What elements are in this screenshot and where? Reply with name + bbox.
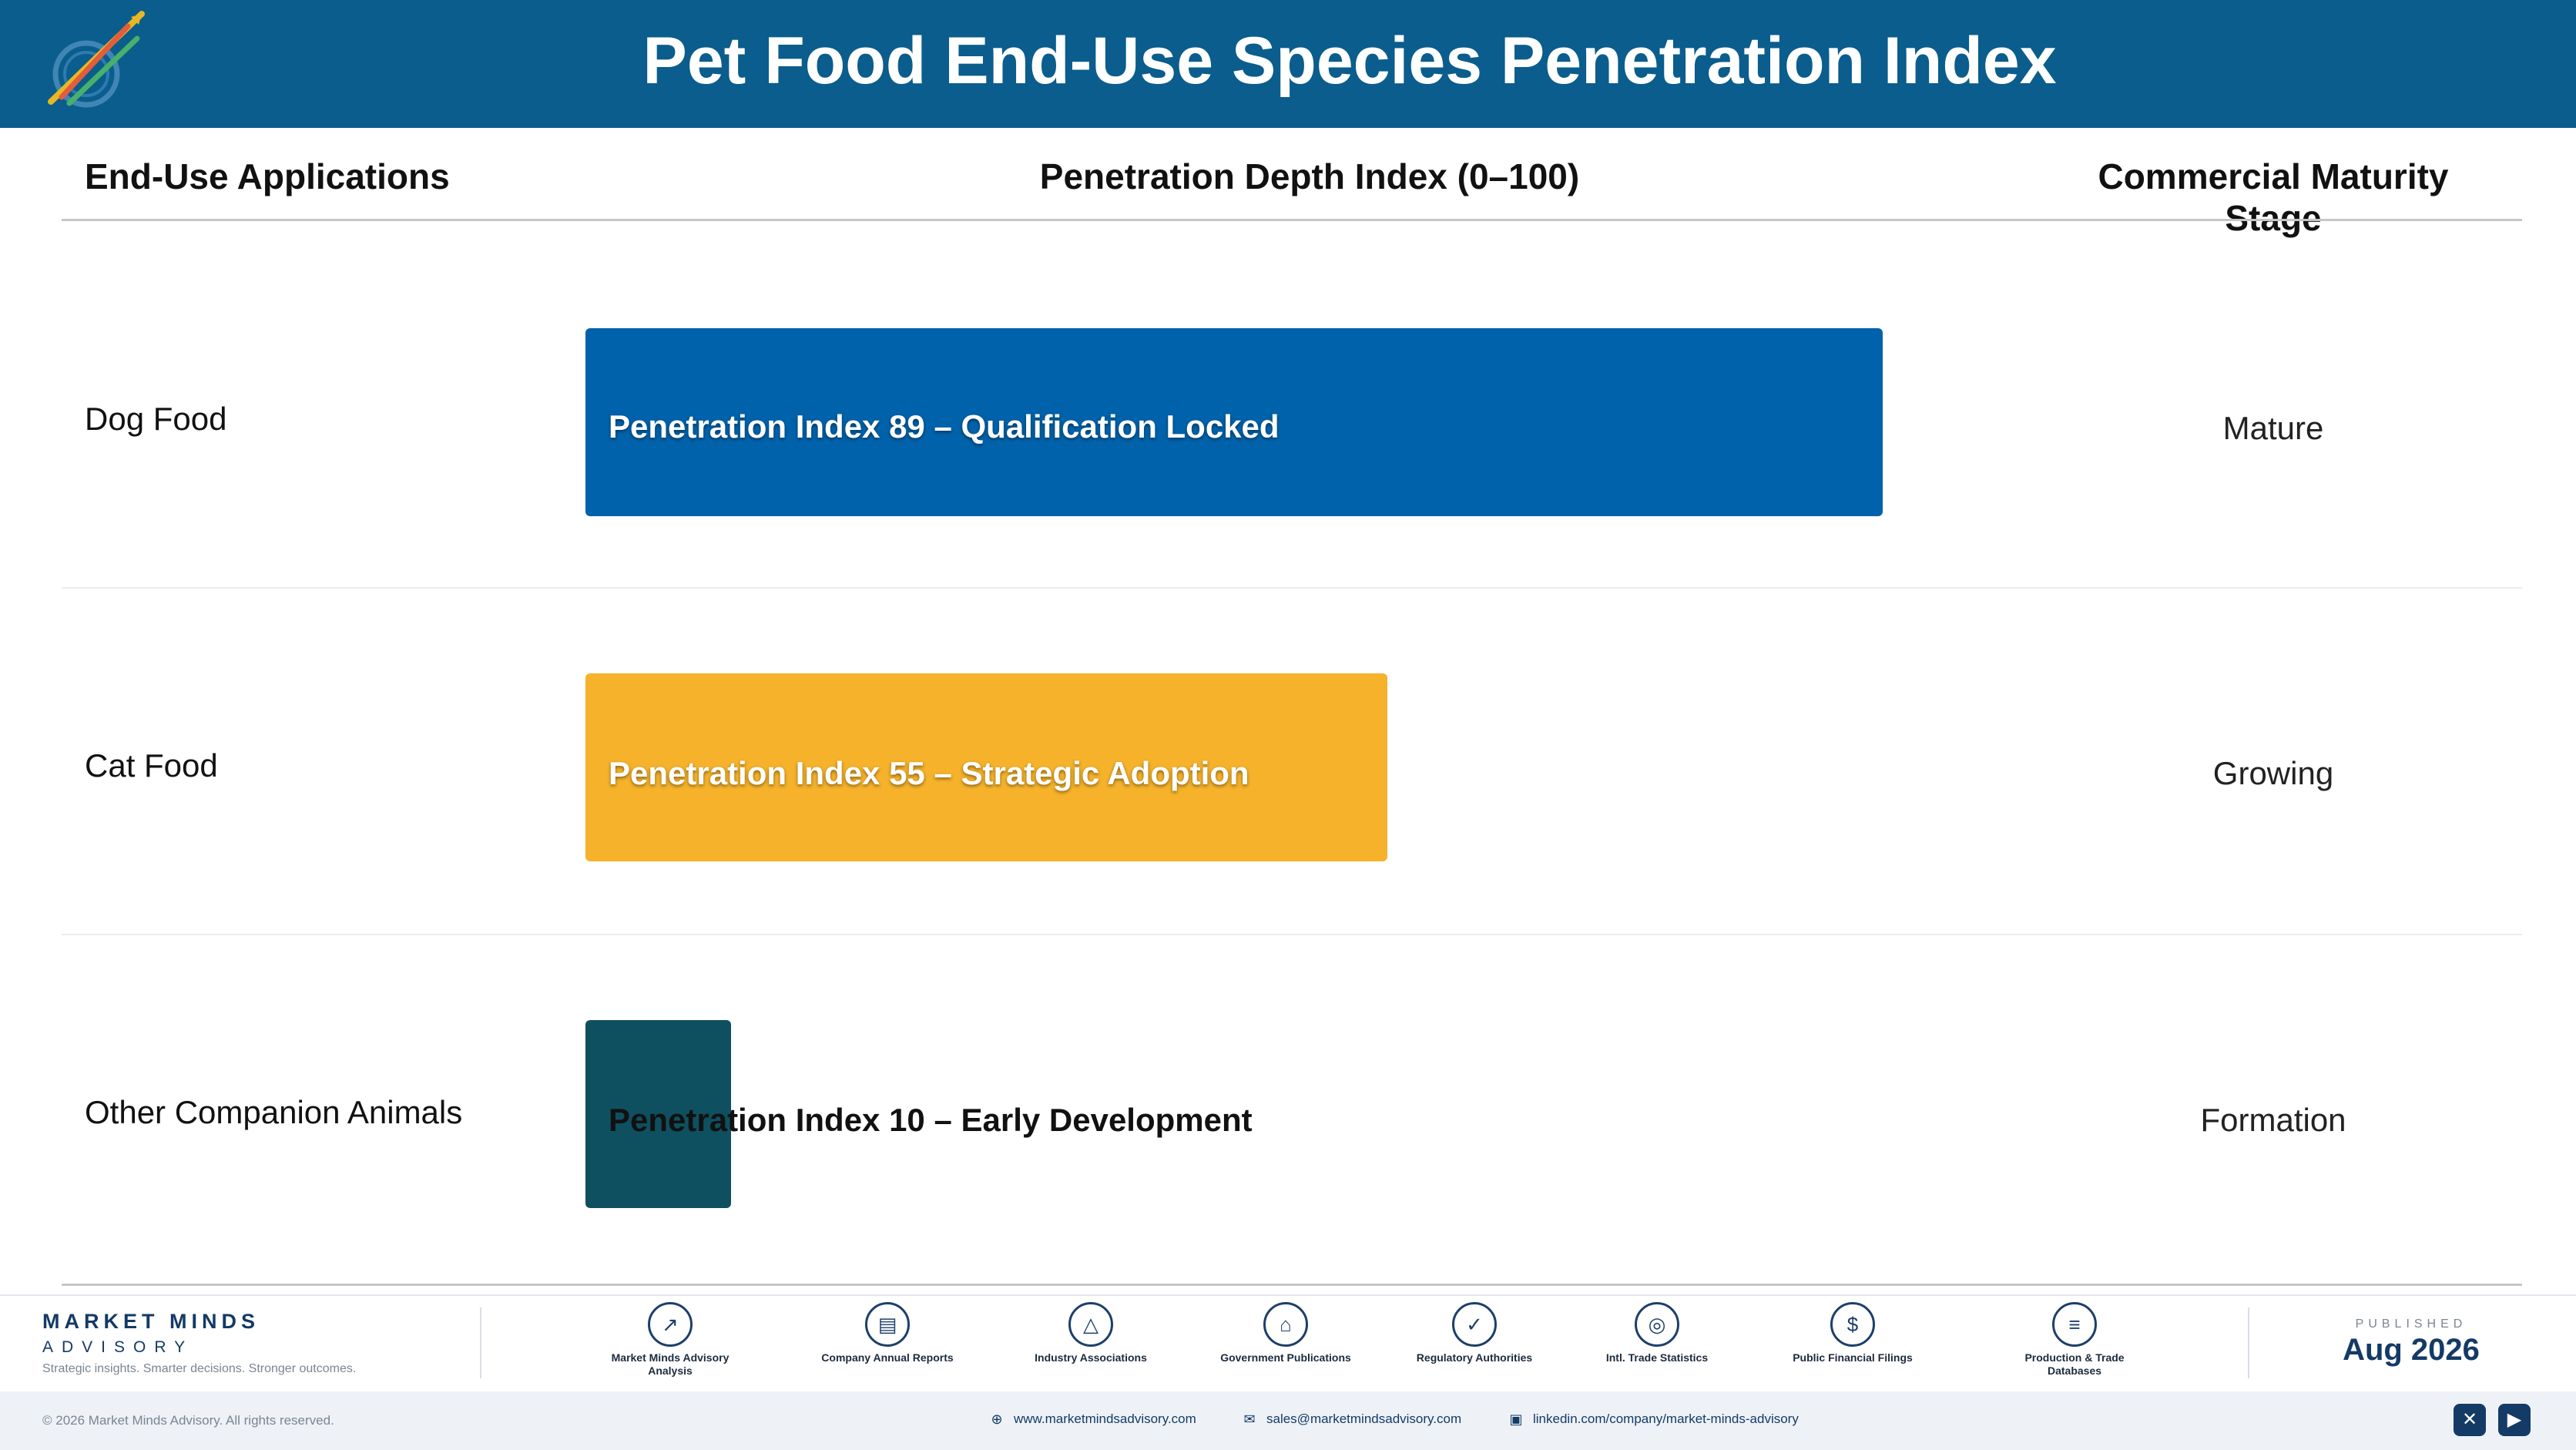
shield-check-icon: ✓ [1452, 1302, 1497, 1347]
x-social-button[interactable]: ✕ [2454, 1404, 2486, 1436]
stage-label-dog-food: Mature [2222, 410, 2324, 446]
bar-cat-food [585, 673, 1387, 861]
database-icon: ≡ [2052, 1302, 2097, 1347]
data-label-other-companion: Penetration Index 10 – Early Development [609, 1102, 1253, 1138]
brand-subtitle: ADVISORY [42, 1338, 194, 1356]
network-icon: △ [1068, 1302, 1113, 1347]
youtube-social-button[interactable]: ▶ [2498, 1404, 2531, 1436]
source-label: Production & Trade Databases [2024, 1351, 2125, 1377]
chart-bottom-divider [62, 1284, 2522, 1286]
data-label-dog-food: Penetration Index 89 – Qualification Loc… [609, 408, 1280, 445]
source-industry-associations: △ Industry Associations [1014, 1302, 1168, 1364]
government-building-icon: ⌂ [1263, 1302, 1308, 1347]
column-header-applications: End-Use Applications [85, 156, 450, 196]
stage-label-cat-food: Growing [2212, 755, 2334, 791]
globe-icon: ⊕ [991, 1411, 1003, 1427]
linkedin-icon: ▣ [1509, 1411, 1523, 1427]
page-title: Pet Food End-Use Species Penetration Ind… [642, 24, 2057, 98]
category-label-cat-food: Cat Food [85, 747, 218, 784]
header-band: Pet Food End-Use Species Penetration Ind… [0, 0, 2576, 128]
stage-label-other-companion: Formation [2200, 1102, 2346, 1138]
trend-chart-icon: ↗ [648, 1302, 693, 1347]
footer-bottom-bar [0, 1391, 2576, 1450]
footer-divider [2248, 1307, 2249, 1378]
data-label-cat-food: Penetration Index 55 – Strategic Adoptio… [609, 755, 1249, 791]
source-label: Regulatory Authorities [1416, 1351, 1533, 1364]
source-regulatory-authorities: ✓ Regulatory Authorities [1397, 1302, 1551, 1364]
footer-divider [480, 1307, 481, 1378]
linkedin-link[interactable]: ▣ linkedin.com/company/market-minds-advi… [1508, 1411, 1799, 1427]
source-financial-filings: $ Public Financial Filings [1776, 1302, 1930, 1364]
email-link[interactable]: ✉ sales@marketmindsadvisory.com [1242, 1411, 1461, 1427]
source-trade-statistics: ◎ Intl. Trade Statistics [1580, 1302, 1734, 1364]
brand-name: MARKET MINDS [42, 1310, 260, 1333]
source-label: Company Annual Reports [821, 1351, 954, 1364]
source-government-publications: ⌂ Government Publications [1209, 1302, 1363, 1364]
source-trade-databases: ≡ Production & Trade Databases [1997, 1302, 2152, 1378]
published-label: PUBLISHED [2355, 1317, 2467, 1331]
brand-tagline: Strategic insights. Smarter decisions. S… [42, 1362, 357, 1375]
source-label: Public Financial Filings [1793, 1351, 1913, 1364]
website-link[interactable]: ⊕ www.marketmindsadvisory.com [989, 1411, 1196, 1427]
source-market-minds-analysis: ↗ Market Minds Advisory Analysis [593, 1302, 747, 1378]
column-header-maturity: Commercial Maturity Stage [2098, 156, 2449, 238]
bar-other-companion [585, 1020, 731, 1208]
bar-dog-food [585, 328, 1883, 516]
source-annual-reports: ▤ Company Annual Reports [810, 1302, 964, 1364]
row-divider [62, 587, 2522, 589]
header-divider [62, 219, 2522, 221]
source-label: Intl. Trade Statistics [1605, 1351, 1709, 1364]
row-divider [62, 934, 2522, 935]
category-label-dog-food: Dog Food [85, 401, 227, 437]
column-header-penetration: Penetration Depth Index (0–100) [1039, 156, 1580, 196]
copyright: © 2026 Market Minds Advisory. All rights… [42, 1413, 334, 1428]
logo-icon [48, 11, 145, 108]
source-label: Government Publications [1220, 1351, 1351, 1364]
globe-icon: ◎ [1635, 1302, 1679, 1347]
website-text: www.marketmindsadvisory.com [1014, 1411, 1196, 1426]
published-date: Aug 2026 [2343, 1333, 2480, 1367]
dollar-coin-icon: $ [1830, 1302, 1875, 1347]
source-label: Market Minds Advisory Analysis [611, 1351, 730, 1377]
source-label: Industry Associations [1035, 1351, 1147, 1364]
mail-icon: ✉ [1243, 1411, 1256, 1427]
document-icon: ▤ [865, 1302, 910, 1347]
email-text: sales@marketmindsadvisory.com [1266, 1411, 1462, 1426]
category-label-other-companion: Other Companion Animals [85, 1094, 463, 1130]
linkedin-text: linkedin.com/company/market-minds-adviso… [1533, 1411, 1799, 1426]
